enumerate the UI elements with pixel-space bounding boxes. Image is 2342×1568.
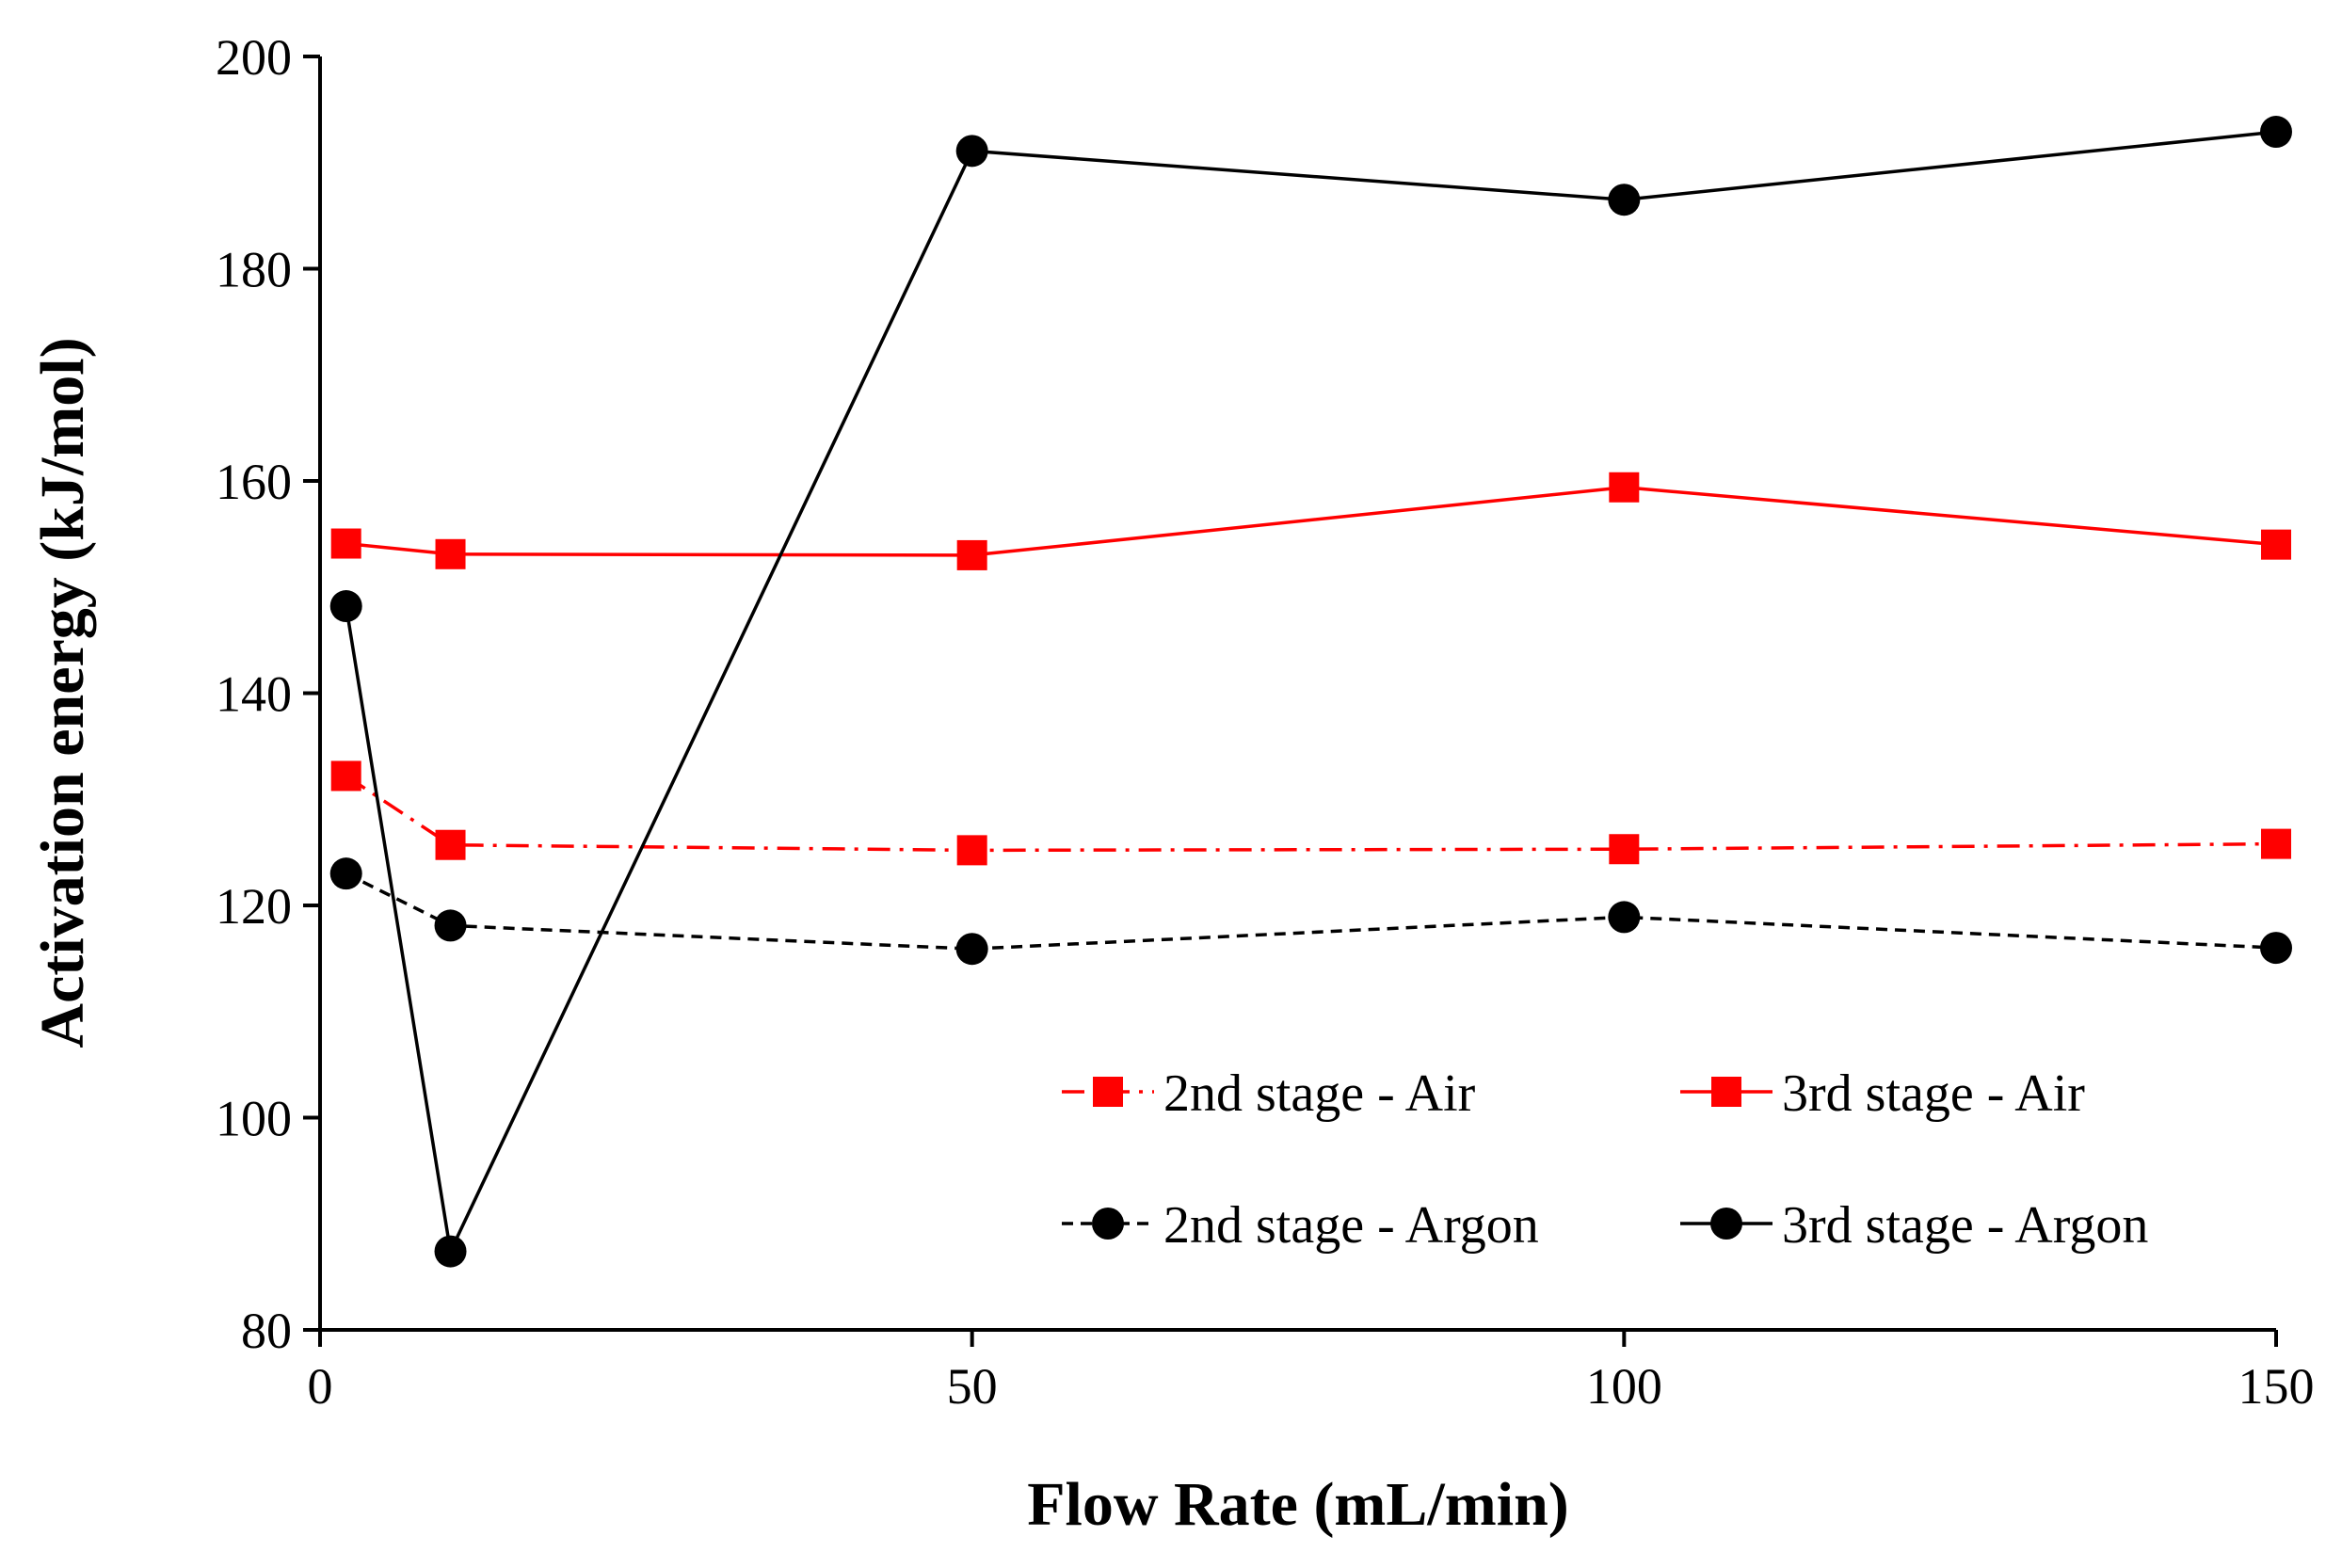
legend-label: 2nd stage - Air <box>1163 1064 1476 1123</box>
y-tick-label: 80 <box>241 1303 292 1359</box>
axes <box>318 56 2276 1332</box>
series-2nd-stage-argon <box>329 857 2292 966</box>
x-tick-label: 100 <box>1586 1358 1662 1415</box>
data-point <box>435 829 466 860</box>
series-line <box>345 872 2277 951</box>
ticks: 80 100 120 140 160 180 200 0 50 100 150 <box>216 29 2315 1415</box>
legend-label: 3rd stage - Argon <box>1782 1196 2148 1255</box>
series-line <box>345 486 2277 557</box>
x-tick-label: 150 <box>2238 1358 2315 1415</box>
x-tick-label: 50 <box>947 1358 998 1415</box>
data-point <box>956 539 987 570</box>
legend-marker <box>1711 1077 1741 1107</box>
data-point <box>2260 116 2292 149</box>
legend: 2nd stage - Air 3rd stage - Air 2nd stage … <box>1062 1064 2148 1255</box>
y-tick-label: 120 <box>216 878 292 935</box>
data-point <box>956 835 987 866</box>
legend-marker <box>1092 1208 1124 1240</box>
x-tick-label: 0 <box>308 1358 333 1415</box>
data-point <box>1608 184 1641 216</box>
data-point <box>329 857 362 890</box>
data-point <box>1608 901 1641 934</box>
series-layer <box>329 116 2292 1268</box>
x-axis-title: Flow Rate (mL/min) <box>1027 1470 1569 1539</box>
legend-label: 3rd stage - Air <box>1782 1064 2085 1123</box>
legend-marker <box>1093 1077 1123 1107</box>
legend-item-3rd-stage-air: 3rd stage - Air <box>1680 1064 2085 1123</box>
data-point <box>329 590 362 623</box>
legend-label: 2nd stage - Argon <box>1163 1196 1539 1255</box>
data-point <box>1609 834 1640 865</box>
series-line <box>345 774 2277 853</box>
y-tick-label: 180 <box>216 242 292 298</box>
legend-marker <box>1710 1208 1742 1240</box>
y-tick-label: 100 <box>216 1091 292 1147</box>
legend-item-3rd-stage-argon: 3rd stage - Argon <box>1680 1196 2148 1255</box>
y-tick-label: 140 <box>216 666 292 723</box>
series-3rd-stage-air <box>330 472 2291 570</box>
data-point <box>435 538 466 569</box>
series-2nd-stage-air <box>330 760 2291 866</box>
legend-item-2nd-stage-argon: 2nd stage - Argon <box>1062 1196 1539 1255</box>
y-tick-label: 160 <box>216 454 292 510</box>
data-point <box>2261 828 2291 859</box>
data-point <box>434 1235 467 1268</box>
y-tick-label: 200 <box>216 29 292 86</box>
y-axis-title: Activation energy (kJ/mol) <box>28 337 97 1048</box>
data-point <box>2261 529 2291 560</box>
data-point <box>2260 932 2292 965</box>
data-point <box>330 528 361 559</box>
data-point <box>434 909 467 942</box>
data-point <box>1609 472 1640 503</box>
series-3rd-stage-argon <box>329 116 2292 1268</box>
data-point <box>955 135 988 168</box>
legend-item-2nd-stage-air: 2nd stage - Air <box>1062 1064 1476 1123</box>
data-point <box>330 760 361 792</box>
data-point <box>955 933 988 966</box>
